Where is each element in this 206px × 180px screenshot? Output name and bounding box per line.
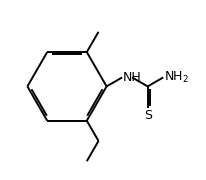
- Text: S: S: [144, 109, 152, 122]
- Text: NH: NH: [123, 71, 141, 84]
- Text: NH$_2$: NH$_2$: [164, 70, 189, 85]
